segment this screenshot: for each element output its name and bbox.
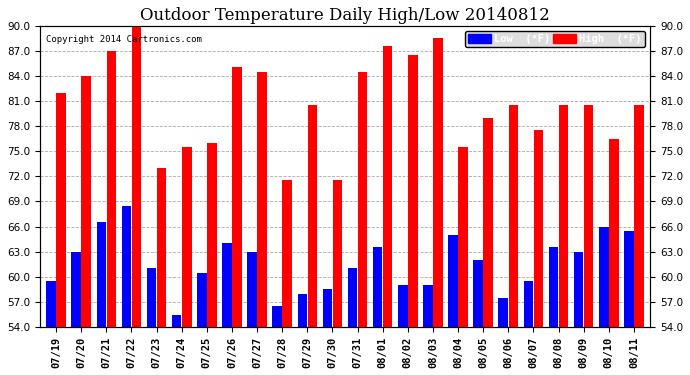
Bar bbox=[247, 252, 257, 327]
Bar bbox=[46, 281, 56, 327]
Bar bbox=[57, 93, 66, 327]
Bar bbox=[533, 130, 543, 327]
Bar bbox=[473, 260, 483, 327]
Bar bbox=[107, 51, 116, 327]
Bar bbox=[433, 38, 443, 327]
Bar bbox=[273, 306, 282, 327]
Bar bbox=[383, 46, 393, 327]
Bar bbox=[509, 105, 518, 327]
Bar bbox=[72, 252, 81, 327]
Bar bbox=[172, 315, 181, 327]
Bar bbox=[297, 294, 307, 327]
Bar bbox=[207, 143, 217, 327]
Bar bbox=[147, 268, 157, 327]
Bar bbox=[257, 72, 267, 327]
Bar bbox=[333, 180, 342, 327]
Bar bbox=[233, 68, 241, 327]
Bar bbox=[624, 231, 633, 327]
Bar bbox=[408, 55, 417, 327]
Bar bbox=[634, 105, 644, 327]
Bar bbox=[559, 105, 569, 327]
Bar bbox=[182, 147, 192, 327]
Bar bbox=[81, 76, 91, 327]
Bar bbox=[197, 273, 206, 327]
Bar bbox=[373, 248, 382, 327]
Legend: Low  (°F), High  (°F): Low (°F), High (°F) bbox=[465, 31, 645, 47]
Bar bbox=[609, 139, 618, 327]
Bar bbox=[157, 168, 166, 327]
Bar bbox=[358, 72, 367, 327]
Bar bbox=[498, 298, 508, 327]
Bar bbox=[323, 290, 332, 327]
Bar bbox=[584, 105, 593, 327]
Title: Outdoor Temperature Daily High/Low 20140812: Outdoor Temperature Daily High/Low 20140… bbox=[140, 7, 550, 24]
Bar bbox=[524, 281, 533, 327]
Text: Copyright 2014 Cartronics.com: Copyright 2014 Cartronics.com bbox=[46, 34, 201, 44]
Bar bbox=[398, 285, 408, 327]
Bar bbox=[549, 248, 558, 327]
Bar bbox=[121, 206, 131, 327]
Bar bbox=[222, 243, 232, 327]
Bar bbox=[448, 235, 457, 327]
Bar bbox=[308, 105, 317, 327]
Bar bbox=[423, 285, 433, 327]
Bar bbox=[458, 147, 468, 327]
Bar bbox=[282, 180, 292, 327]
Bar bbox=[484, 118, 493, 327]
Bar bbox=[599, 226, 609, 327]
Bar bbox=[348, 268, 357, 327]
Bar bbox=[574, 252, 583, 327]
Bar bbox=[97, 222, 106, 327]
Bar bbox=[132, 17, 141, 327]
